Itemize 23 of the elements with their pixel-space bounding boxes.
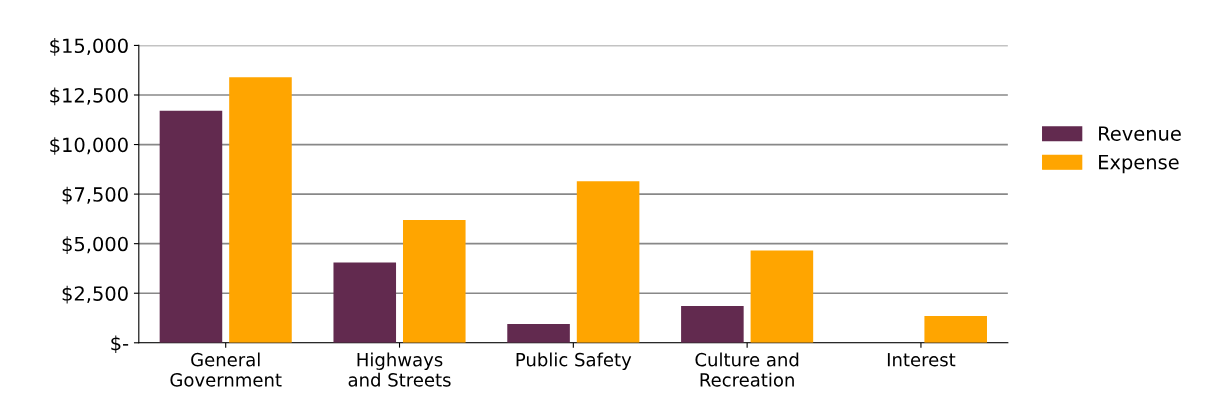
bar [576, 181, 640, 343]
bar [924, 316, 987, 343]
y-tick-label: $10,000 [50, 137, 128, 155]
y-tick-label: $- [111, 335, 129, 354]
y-tick-label: $15,000 [50, 38, 128, 56]
y-tick-label: $2,500 [62, 285, 128, 304]
bar [750, 250, 814, 343]
x-tick-label: Culture and Recreation [695, 352, 799, 387]
x-tick-label: Interest [887, 353, 956, 367]
y-tick-label: $12,500 [50, 87, 128, 106]
bar [229, 77, 292, 343]
bar [159, 110, 223, 343]
legend-label: Expense [1099, 154, 1179, 174]
bar [333, 262, 397, 343]
legend-label: Revenue [1099, 126, 1181, 141]
bar [402, 219, 466, 343]
x-tick-label: Highways and Streets [348, 352, 451, 387]
y-tick-label: $7,500 [62, 186, 128, 205]
bar [681, 306, 744, 343]
x-tick-label: Public Safety [516, 352, 632, 370]
bar [507, 323, 570, 343]
x-tick-label: General Government [170, 352, 282, 387]
y-tick-label: $5,000 [62, 236, 128, 254]
